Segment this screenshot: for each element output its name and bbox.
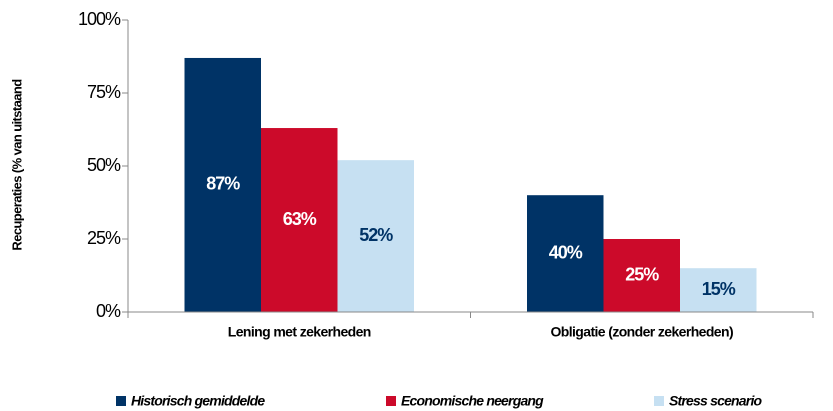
- data-label: 63%: [283, 209, 317, 229]
- bar: [184, 57, 261, 313]
- bar: [680, 268, 757, 312]
- x-tick-label: Obligatie (zonder zekerheden): [550, 324, 733, 340]
- bar: [261, 128, 338, 312]
- y-tick-label: 0%: [96, 301, 121, 321]
- bar: [337, 160, 414, 312]
- y-tick-label: 75%: [87, 82, 121, 102]
- bar: [527, 195, 604, 312]
- data-label: 52%: [359, 225, 393, 245]
- bar: [603, 239, 680, 312]
- y-axis-title: Recuperaties (% van uitstaand: [9, 79, 24, 251]
- legend-label: Economische neergang: [401, 393, 544, 409]
- y-tick-label: 25%: [87, 228, 121, 248]
- legend-swatch: [386, 396, 396, 406]
- legend-swatch: [116, 396, 126, 406]
- data-label: 40%: [549, 242, 583, 262]
- y-tick-label: 50%: [87, 155, 121, 175]
- data-label: 15%: [702, 279, 736, 299]
- data-label: 25%: [625, 264, 659, 284]
- y-tick-label: 100%: [78, 9, 121, 29]
- legend-label: Historisch gemiddelde: [131, 393, 265, 409]
- x-tick-label: Lening met zekerheden: [228, 324, 371, 340]
- legend-swatch: [654, 396, 664, 406]
- legend-label: Stress scenario: [669, 393, 763, 409]
- data-label: 87%: [206, 174, 240, 194]
